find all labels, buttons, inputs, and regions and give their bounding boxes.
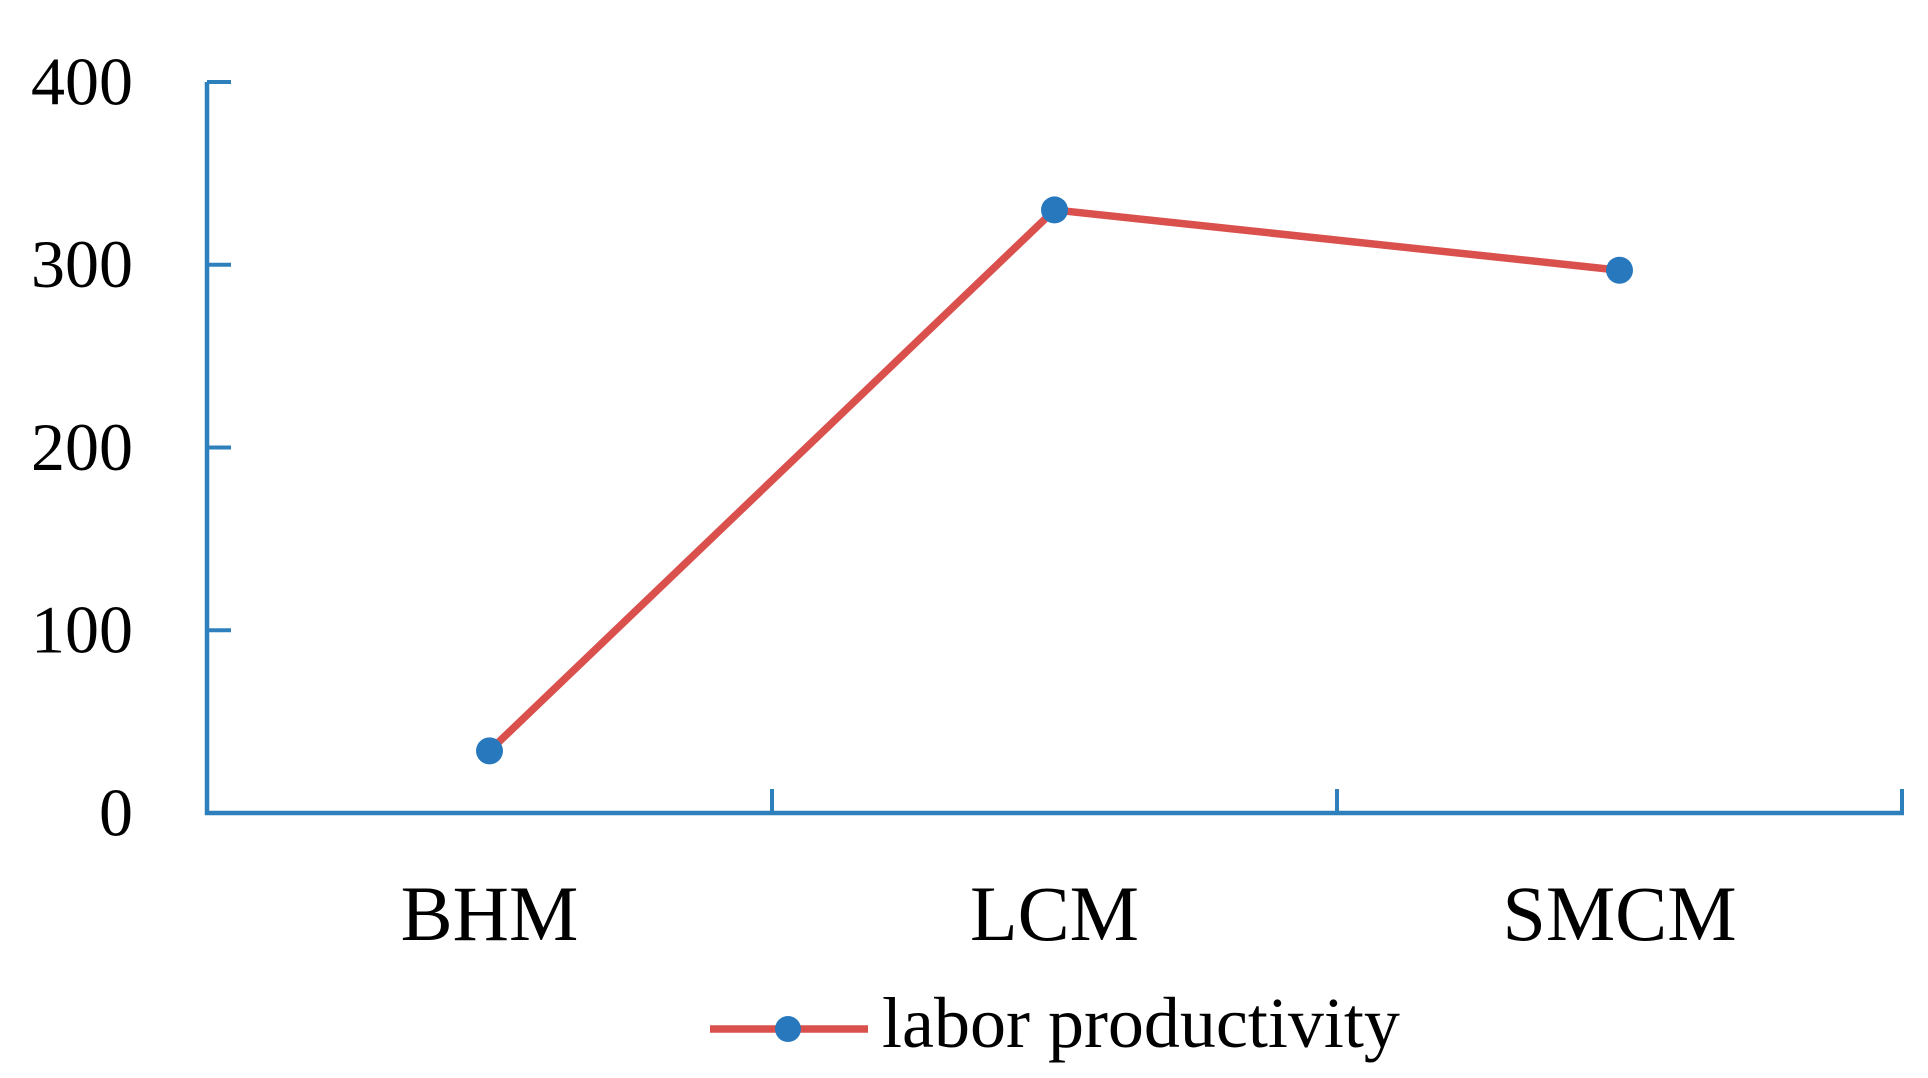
y-tick-label: 100 <box>31 592 133 668</box>
y-tick-label: 400 <box>31 43 133 119</box>
x-category-label: BHM <box>401 870 579 957</box>
series-line <box>486 206 1620 754</box>
y-tick-label: 300 <box>31 226 133 302</box>
x-category-label: LCM <box>970 870 1139 957</box>
data-point-marker <box>1606 256 1633 284</box>
data-point-marker <box>1041 196 1068 224</box>
data-point-marker <box>476 737 503 765</box>
y-tick-label: 0 <box>99 774 133 850</box>
legend: labor productivity <box>710 983 1400 1063</box>
y-tick-label: 200 <box>31 409 133 485</box>
legend-label: labor productivity <box>882 983 1400 1063</box>
legend-marker-icon <box>775 1016 801 1042</box>
x-category-label: SMCM <box>1502 870 1736 957</box>
